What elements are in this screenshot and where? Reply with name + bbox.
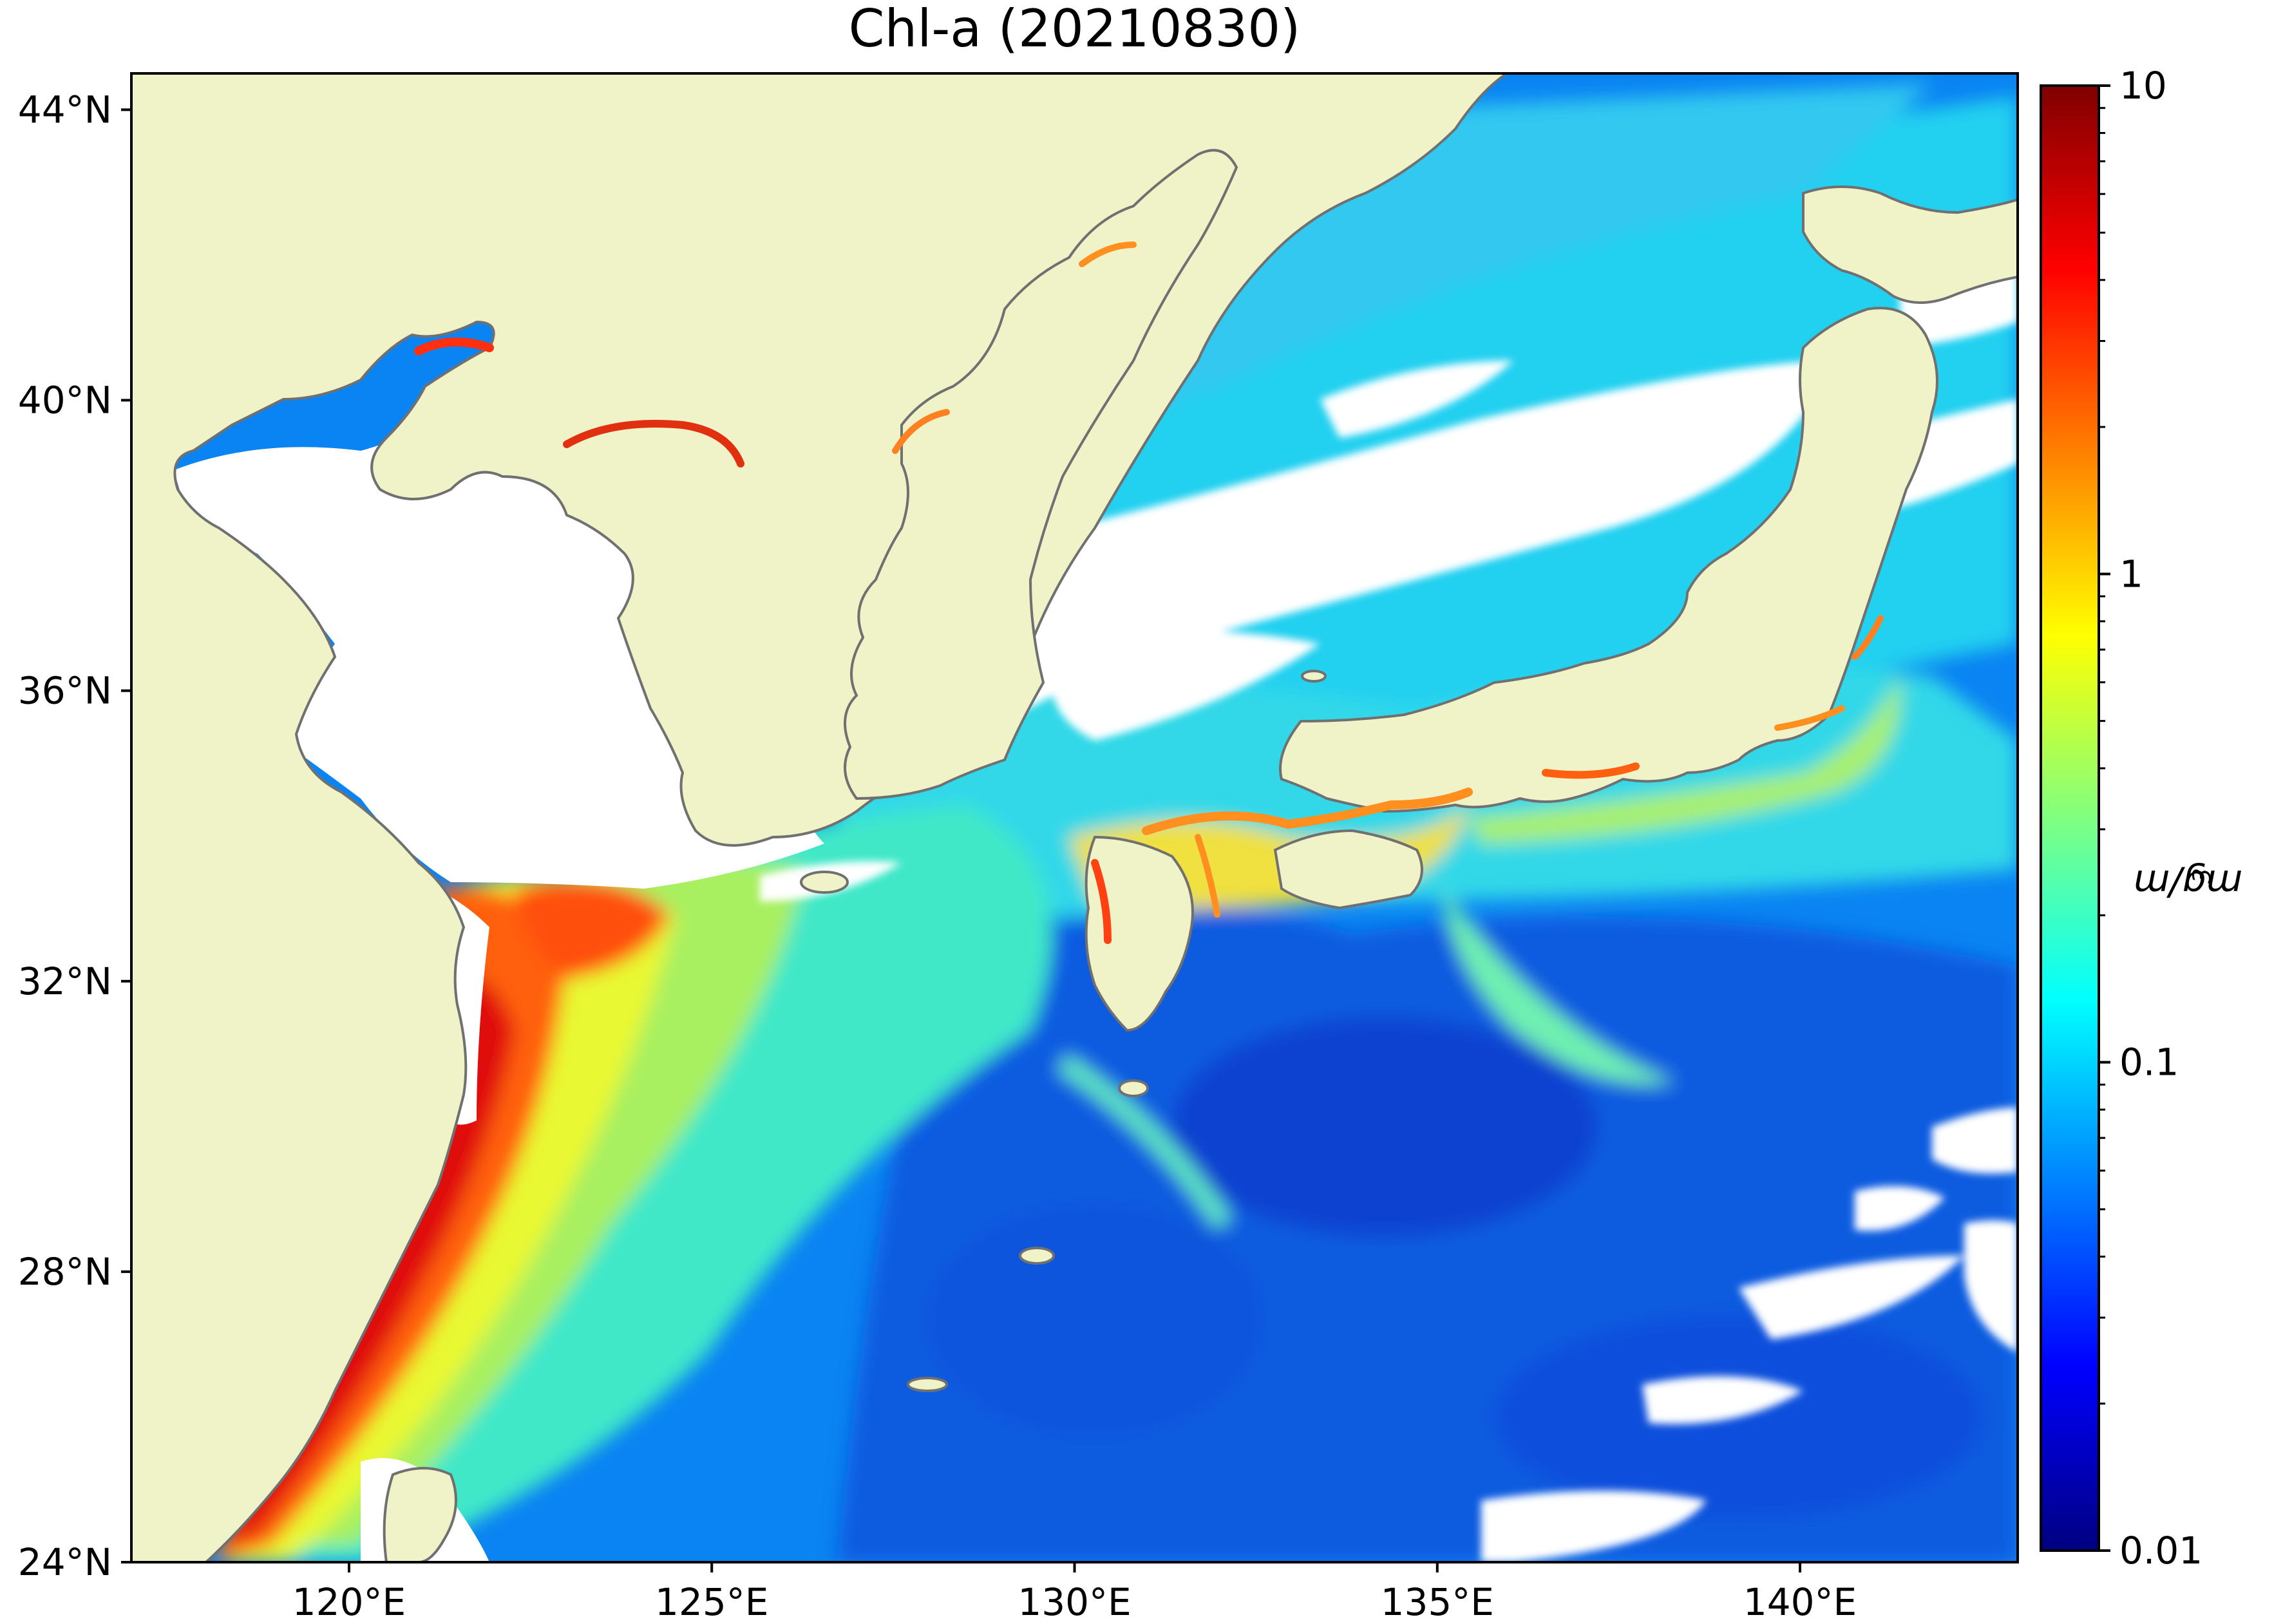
colorbar-tick-label: 1 — [2119, 552, 2143, 596]
longitude-axis: 120°E 125°E 130°E 135°E 140°E — [292, 1562, 1857, 1624]
colorbar-ticks: 10 1 0.1 0.01 — [2099, 64, 2202, 1572]
lat-tick-label: 36°N — [18, 669, 112, 713]
colorbar-tick-label: 0.1 — [2119, 1041, 2179, 1084]
lat-tick-label: 32°N — [18, 959, 112, 1003]
taiwan-land — [383, 1467, 457, 1562]
lat-tick-label: 40°N — [18, 379, 112, 422]
lon-tick-label: 140°E — [1743, 1580, 1857, 1624]
colorbar-tick-label: 0.01 — [2119, 1529, 2202, 1572]
lon-tick-label: 120°E — [292, 1580, 406, 1624]
korea-land — [844, 149, 1238, 800]
honshu-land — [1279, 307, 1938, 813]
lon-tick-label: 125°E — [655, 1580, 768, 1624]
coastal-blooms — [414, 241, 1884, 944]
land-masses — [131, 73, 2018, 1562]
map-plot-area — [131, 73, 2018, 1562]
lat-tick-label: 24°N — [18, 1540, 112, 1584]
lat-tick-label: 28°N — [18, 1250, 112, 1294]
lon-tick-label: 135°E — [1381, 1580, 1494, 1624]
hokkaido-land — [1802, 185, 2018, 304]
shikoku-land — [1273, 829, 1423, 910]
colorbar — [2040, 84, 2100, 1552]
lon-tick-label: 130°E — [1018, 1580, 1131, 1624]
jeju-land — [800, 871, 849, 894]
map-title: Chl-a (20210830) — [848, 0, 1301, 59]
latitude-axis: 44°N 40°N 36°N 32°N 28°N 24°N — [18, 88, 131, 1584]
colorbar-tick-label: 10 — [2119, 64, 2167, 108]
lat-tick-label: 44°N — [18, 88, 112, 131]
kyushu-land — [1085, 835, 1194, 1032]
